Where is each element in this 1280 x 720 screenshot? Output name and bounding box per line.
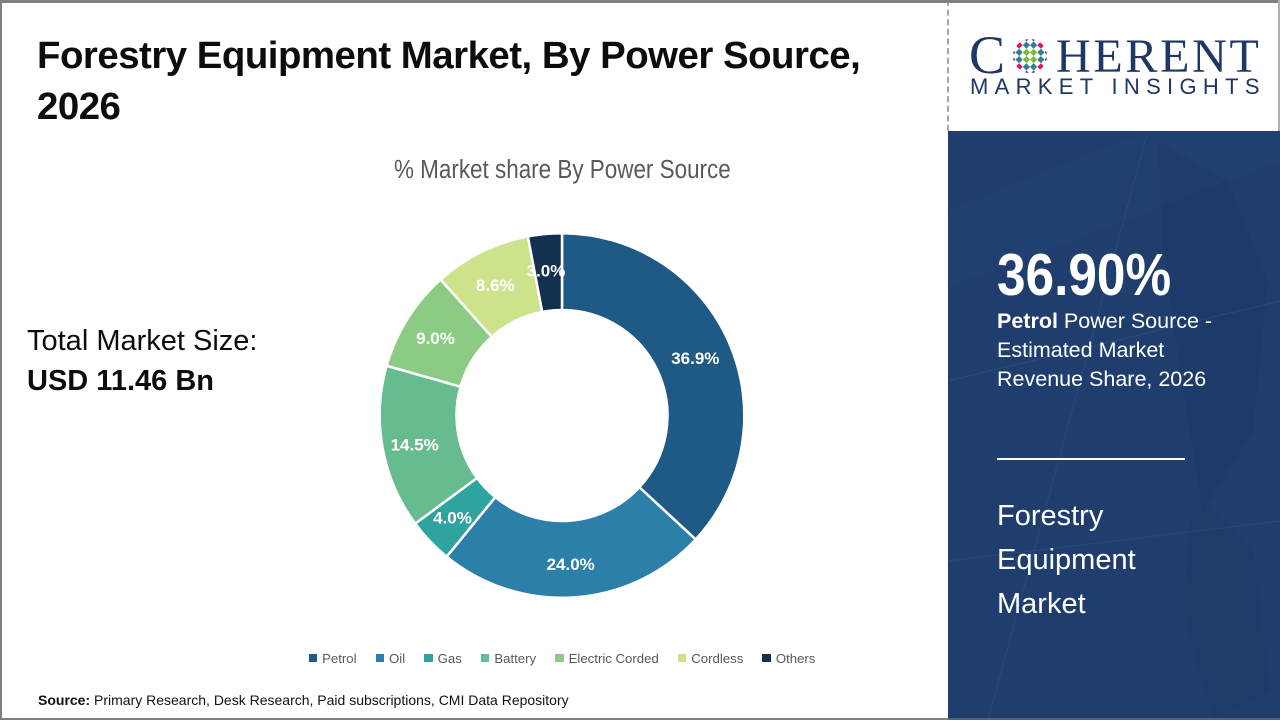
svg-text:9.0%: 9.0%	[416, 329, 455, 348]
svg-text:14.5%: 14.5%	[391, 435, 439, 454]
svg-text:4.0%: 4.0%	[433, 508, 472, 527]
svg-text:24.0%: 24.0%	[547, 555, 595, 574]
svg-text:36.9%: 36.9%	[671, 349, 719, 368]
svg-text:3.0%: 3.0%	[527, 262, 566, 281]
svg-text:8.6%: 8.6%	[476, 276, 515, 295]
